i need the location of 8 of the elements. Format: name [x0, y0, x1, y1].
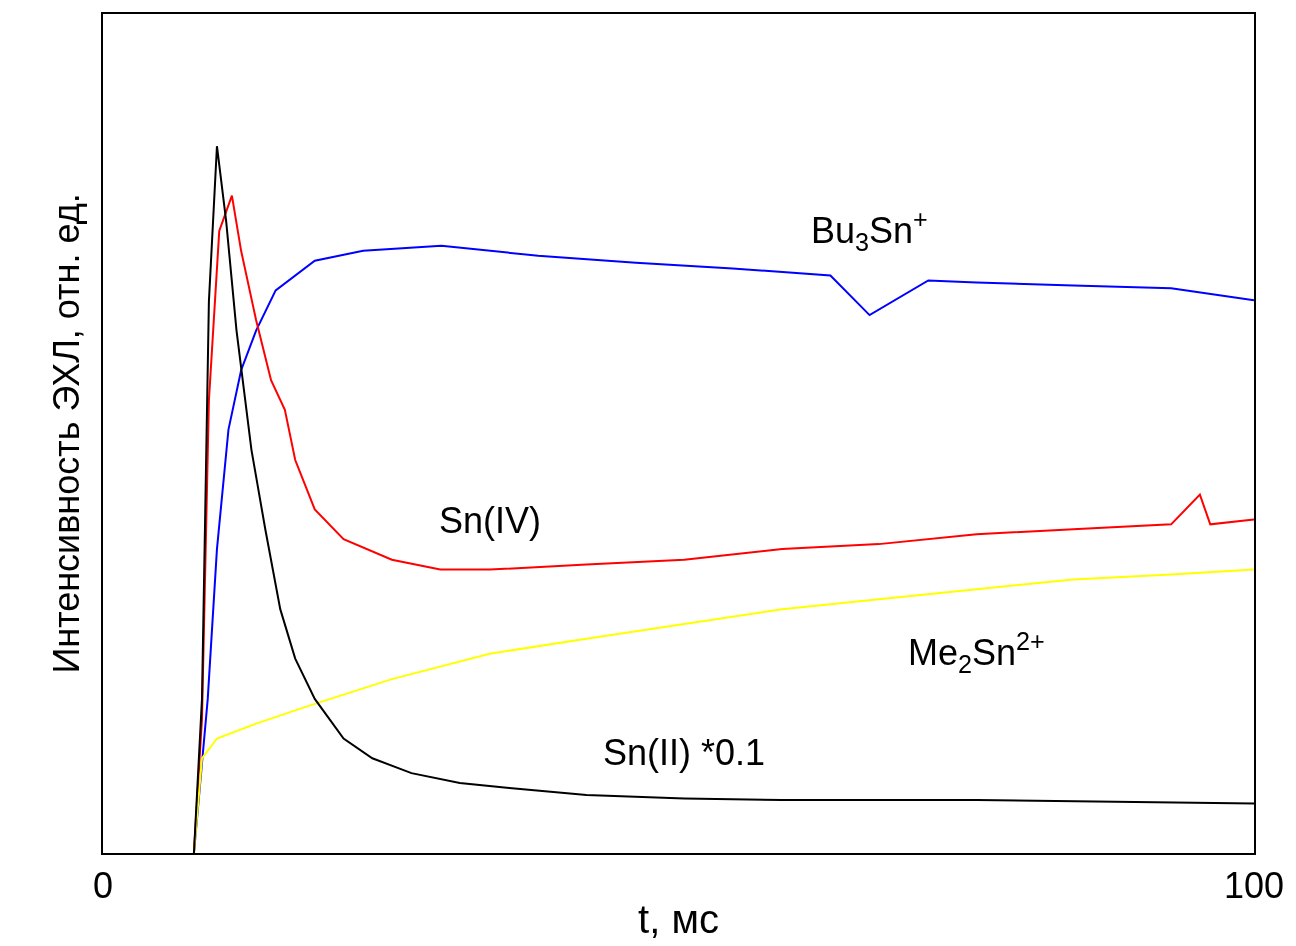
- x-axis-title: t, мс: [638, 897, 719, 942]
- series-label: Sn(II) *0.1: [603, 732, 766, 773]
- series-label: Me$_{2}$Sn$^{2+}$: [908, 627, 1045, 678]
- y-axis-title: Интенсивность ЭХЛ, отн. ед.: [46, 193, 88, 674]
- x-tick-label: 100: [1223, 865, 1285, 907]
- x-tick-label: 0: [92, 865, 114, 907]
- series-label: Sn(IV): [439, 500, 542, 541]
- series-label: Bu$_{3}$Sn$^{+}$: [811, 205, 928, 256]
